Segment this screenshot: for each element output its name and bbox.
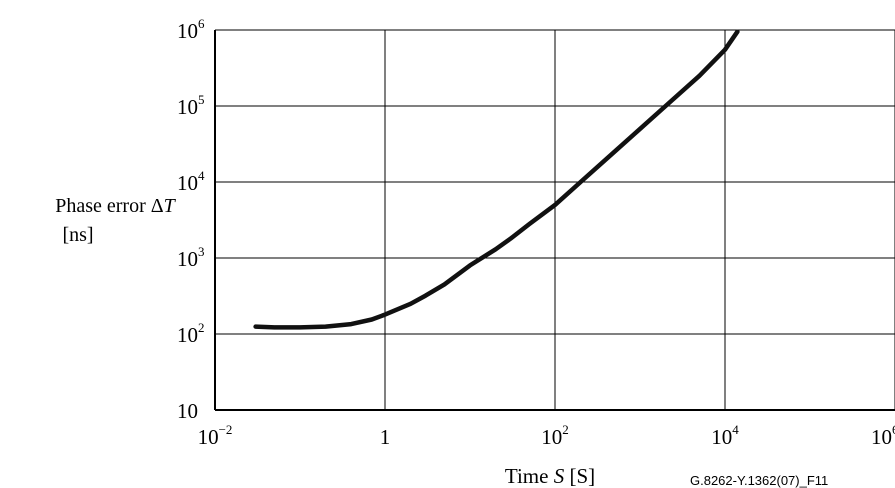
figure-code: G.8262-Y.1362(07)_F11 bbox=[690, 473, 828, 488]
y-tick-label: 104 bbox=[177, 168, 205, 195]
x-tick-label: 102 bbox=[541, 422, 569, 449]
grid-lines bbox=[214, 29, 895, 411]
x-tick-label: 106 bbox=[871, 422, 895, 449]
y-tick-label: 10 bbox=[177, 399, 198, 423]
y-tick-label: 106 bbox=[177, 16, 205, 43]
y-axis-label-line2: [ns] bbox=[62, 224, 93, 246]
x-tick-labels: 10−2 1 102 104 106 bbox=[198, 422, 895, 449]
x-tick-label: 10−2 bbox=[198, 422, 233, 449]
y-tick-label: 103 bbox=[177, 244, 205, 271]
y-axis-label-line1: Phase error ΔT bbox=[55, 195, 176, 217]
x-axis-label: Time S [S] bbox=[505, 464, 595, 488]
x-tick-label: 1 bbox=[380, 425, 391, 449]
y-tick-labels: 10 102 103 104 105 106 bbox=[177, 16, 205, 423]
x-tick-label: 104 bbox=[711, 422, 739, 449]
y-tick-label: 102 bbox=[177, 320, 205, 347]
phase-error-curve bbox=[253, 29, 740, 330]
y-tick-label: 105 bbox=[177, 92, 205, 119]
